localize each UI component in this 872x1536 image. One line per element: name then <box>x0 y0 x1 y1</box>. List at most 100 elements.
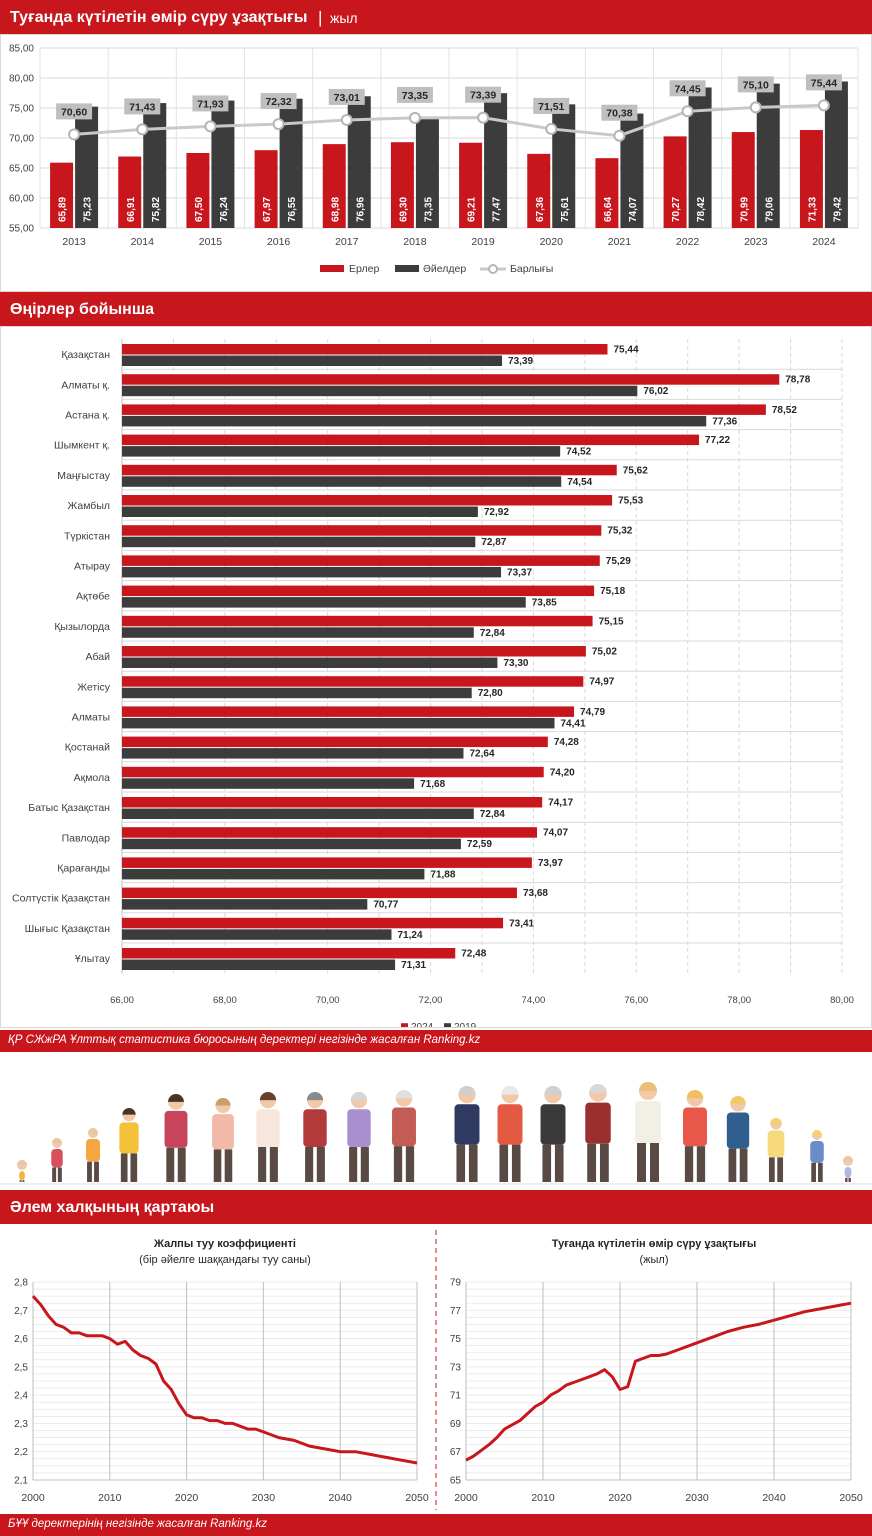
total-label: 73,01 <box>334 92 360 104</box>
bar-women-label: 74,07 <box>628 197 639 222</box>
bar-2019-label: 71,31 <box>401 960 426 971</box>
bar-women-label: 75,23 <box>83 197 94 222</box>
total-point <box>272 118 285 131</box>
person-body <box>497 1104 523 1145</box>
bar-2019 <box>122 385 638 397</box>
bar-2019-label: 76,02 <box>643 386 668 397</box>
x-tick-label: 2050 <box>405 1492 429 1504</box>
total-point <box>204 120 217 133</box>
bar-2024 <box>122 827 538 838</box>
bar-2024-label: 77,22 <box>705 435 730 446</box>
x-tick-label: 2015 <box>199 236 223 248</box>
bar-2019-label: 71,88 <box>430 869 455 880</box>
x-tick-label: 2019 <box>471 236 495 248</box>
world-line <box>31 1295 418 1465</box>
person-leg <box>456 1144 466 1182</box>
bar-2019-label: 77,36 <box>712 416 737 427</box>
total-label-box <box>260 93 297 110</box>
bar-2019 <box>122 536 476 548</box>
bar-2024 <box>122 797 543 808</box>
y-tick-label: 2,8 <box>14 1278 28 1289</box>
region-label: Ақтөбе <box>76 591 110 603</box>
region-label: Жетісу <box>77 681 110 693</box>
person-body <box>540 1104 566 1145</box>
person-body <box>585 1102 611 1144</box>
bar-2024-label: 73,68 <box>523 888 548 899</box>
x-tick-label: 2030 <box>685 1492 709 1504</box>
bar-2024 <box>122 948 456 959</box>
x-tick-label: 74,00 <box>522 995 546 1006</box>
person-hair <box>259 1092 277 1101</box>
bar-2024 <box>122 887 517 899</box>
total-label: 70,60 <box>61 106 87 118</box>
total-label-box <box>56 103 93 120</box>
bar-2019-label: 72,84 <box>480 628 505 639</box>
y-tick-label: 65 <box>450 1476 462 1487</box>
person-leg <box>57 1167 62 1182</box>
x-tick-label: 2010 <box>98 1492 122 1504</box>
region-label: Абай <box>86 651 111 663</box>
bar-women <box>347 96 371 228</box>
x-tick-label: 2022 <box>676 236 700 248</box>
person-hair <box>686 1090 704 1099</box>
bar-men <box>459 142 483 228</box>
region-label: Алматы қ. <box>61 379 110 391</box>
bar-women-label: 76,55 <box>287 197 298 222</box>
bar-2024-label: 74,79 <box>580 707 605 718</box>
bar-2024 <box>122 857 532 868</box>
x-tick-label: 2024 <box>812 236 836 248</box>
bar-2024-label: 75,18 <box>600 586 625 597</box>
region-label: Ақмола <box>74 772 111 784</box>
legend-swatch-women <box>395 265 419 272</box>
bar-men-label: 71,33 <box>807 197 818 222</box>
bar-women <box>484 93 508 229</box>
person-body <box>347 1109 371 1147</box>
bar-2024-label: 74,07 <box>543 828 568 839</box>
x-tick-label: 76,00 <box>624 995 648 1006</box>
bar-2024-label: 72,48 <box>461 949 486 960</box>
person-leg <box>587 1143 597 1182</box>
bar-men-label: 69,30 <box>398 197 409 222</box>
y-tick-label: 55,00 <box>9 224 34 235</box>
bar-men <box>390 142 414 228</box>
person-leg <box>87 1161 92 1182</box>
bar-2019 <box>122 717 555 729</box>
bar-2019 <box>122 657 498 668</box>
bar-2024 <box>122 676 584 687</box>
legend-label-2019: 2019 <box>454 1022 477 1027</box>
regions-title: Өңірлер бойынша <box>10 301 155 318</box>
x-tick-label: 2013 <box>62 236 86 248</box>
person-leg <box>650 1143 659 1182</box>
y-tick-label: 2,5 <box>14 1362 28 1373</box>
person-body <box>164 1110 188 1148</box>
total-label: 74,45 <box>674 83 700 95</box>
total-point <box>749 101 762 114</box>
y-tick-label: 71 <box>450 1391 462 1402</box>
bar-2019-label: 74,54 <box>567 477 592 488</box>
bar-2019 <box>122 355 503 366</box>
person-leg <box>739 1148 748 1182</box>
x-tick-label: 2000 <box>454 1492 478 1504</box>
bar-women <box>688 87 712 228</box>
legend-label-total: Барлығы <box>510 263 553 275</box>
x-tick-label: 2040 <box>329 1492 353 1504</box>
person-hair <box>395 1090 413 1099</box>
x-tick-label: 2023 <box>744 236 768 248</box>
person-leg <box>511 1144 521 1182</box>
person-body <box>810 1141 824 1163</box>
person-leg <box>684 1146 694 1182</box>
x-tick-label: 2020 <box>540 236 564 248</box>
bar-2019 <box>122 476 562 487</box>
legend-swatch-2024 <box>401 1023 408 1027</box>
bar-2024 <box>122 615 593 627</box>
person-leg <box>728 1148 737 1182</box>
legend-swatch-total-point <box>488 264 498 274</box>
bar-men <box>595 158 619 228</box>
person-leg <box>120 1153 128 1182</box>
bar-2024-label: 78,78 <box>785 375 810 386</box>
person-body <box>392 1107 416 1147</box>
person-hair <box>544 1086 562 1095</box>
footer-note-band: БҰҰ деректерінің негізінде жасалған Rank… <box>0 1514 872 1536</box>
bar-men <box>50 162 74 228</box>
x-tick-label: 2000 <box>21 1492 45 1504</box>
